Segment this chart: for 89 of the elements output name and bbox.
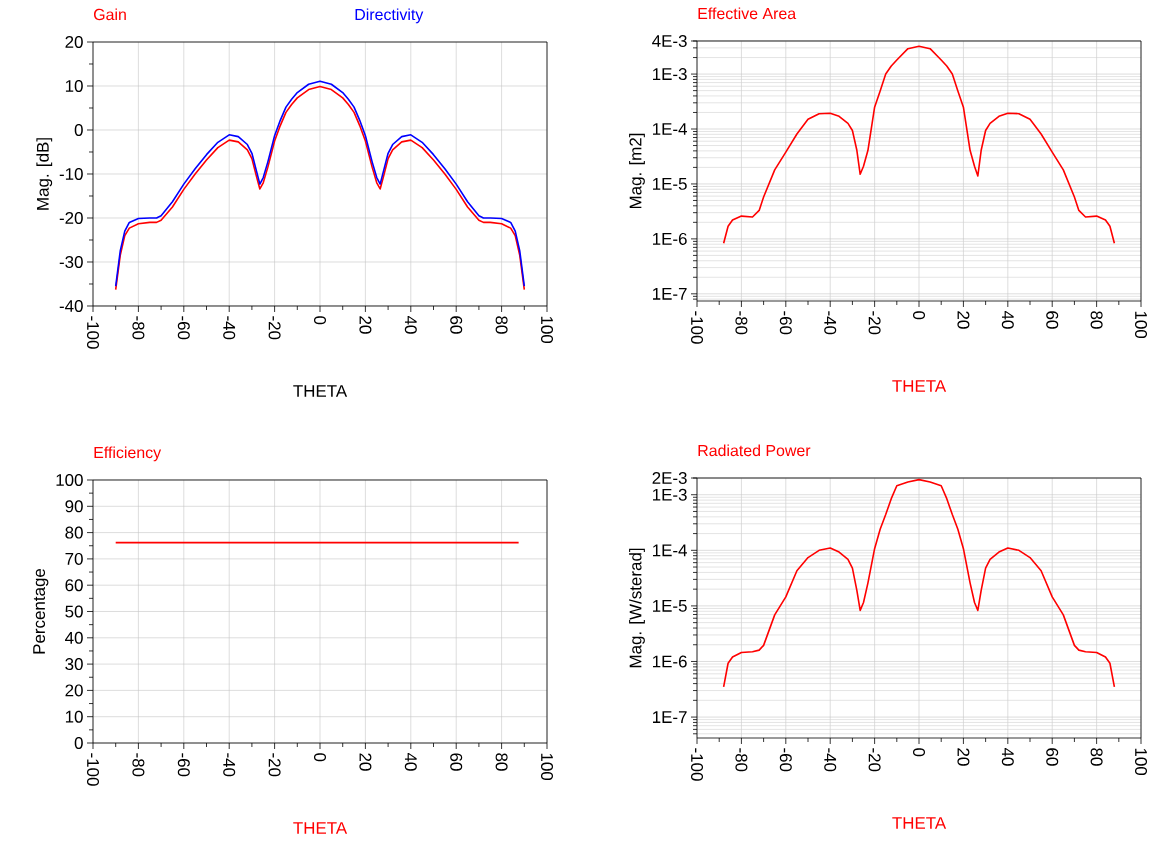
x-tick-label: 40 [1001, 747, 1014, 766]
y-tick-label: 1E-6 [653, 655, 687, 668]
y-axis-title: Percentage [33, 568, 49, 654]
x-tick-label: 0 [314, 316, 326, 325]
x-tick-label: 20 [359, 316, 372, 334]
text: Effective Area [698, 7, 797, 20]
y-tick-label: 1E-4 [653, 544, 687, 557]
y-tick-label: 1E-5 [653, 178, 687, 190]
x-axis-title: THETA [892, 380, 947, 392]
y-tick-label: 1E-7 [653, 711, 687, 723]
y-tick-label: 40 [65, 631, 83, 644]
y-tick-label: 20 [65, 36, 83, 48]
text: Radiated Power [698, 444, 811, 457]
x-tick-label: 60 [450, 316, 463, 334]
x-tick-label: 20 [359, 753, 372, 771]
x-tick-label: -20 [268, 316, 281, 340]
line-series [722, 478, 1116, 688]
x-tick-label: -40 [223, 316, 236, 340]
x-tick-label: 100 [541, 753, 553, 781]
x-tick-label: 0 [913, 748, 926, 757]
x-tick-label: -80 [735, 748, 748, 772]
x-tick-label: -80 [132, 753, 145, 777]
x-tick-label: -60 [779, 311, 792, 335]
x-tick-label: 100 [1135, 311, 1148, 339]
y-axis-title: Mag. [dB] [36, 138, 53, 210]
y-tick-label: -20 [59, 212, 83, 224]
y-tick-label: 1E-5 [653, 599, 687, 612]
x-tick-label: -20 [868, 748, 881, 772]
y-tick-label: -10 [59, 168, 83, 180]
x-tick-label: 60 [1046, 748, 1059, 766]
x-axis-title: THETA [293, 385, 348, 397]
x-tick-label: 20 [957, 748, 970, 766]
x-tick-label: 60 [1046, 311, 1059, 329]
text: Directivity [355, 8, 424, 24]
y-tick-label: 1E-4 [653, 123, 687, 135]
x-tick-label: -100 [87, 316, 99, 349]
x-tick-label: 40 [404, 315, 417, 334]
y-tick-label: -30 [59, 256, 83, 268]
x-tick-label: -40 [824, 311, 837, 335]
x-tick-label: -60 [177, 316, 190, 340]
x-tick-label: -40 [223, 753, 236, 777]
x-tick-label: 0 [913, 311, 926, 320]
x-tick-label: 20 [957, 311, 970, 329]
y-tick-label: 0 [74, 124, 83, 136]
x-tick-label: -80 [735, 311, 748, 335]
x-tick-label: 40 [404, 752, 417, 771]
y-tick-label: 80 [65, 526, 83, 539]
y-tick-label: 10 [65, 710, 83, 723]
y-tick-label: 1E-7 [653, 287, 687, 300]
x-tick-label: 80 [1090, 311, 1103, 329]
y-tick-label: 30 [65, 658, 83, 671]
x-tick-label: 40 [1001, 310, 1014, 329]
x-tick-label: -100 [691, 311, 704, 344]
y-tick-label: 50 [65, 605, 83, 618]
y-tick-label: 100 [56, 474, 83, 486]
text: Efficiency [94, 446, 162, 462]
x-axis-title: THETA [293, 822, 348, 834]
y-tick-label: 70 [65, 552, 83, 565]
x-tick-label: -20 [868, 311, 881, 335]
y-tick-label: 4E-3 [652, 35, 687, 47]
y-tick-label: 2E-3 [652, 472, 687, 484]
y-axis-title: Mag. [m2] [629, 133, 645, 209]
x-tick-label: -100 [691, 748, 704, 781]
y-tick-label: 1E-3 [653, 68, 687, 81]
y-tick-label: 20 [65, 684, 83, 697]
y-tick-label: -40 [59, 300, 83, 312]
x-tick-label: -60 [177, 753, 190, 777]
x-tick-label: -60 [779, 748, 792, 772]
x-tick-label: 100 [541, 316, 553, 344]
y-tick-label: 10 [65, 80, 83, 92]
x-axis-title: THETA [892, 817, 947, 829]
x-tick-label: 100 [1135, 748, 1148, 776]
x-tick-label: 80 [495, 316, 508, 334]
x-tick-label: 80 [1090, 748, 1103, 766]
line-series [722, 45, 1116, 245]
y-tick-label: 0 [74, 737, 83, 749]
x-tick-label: -100 [87, 753, 99, 786]
x-tick-label: 60 [450, 753, 463, 771]
y-tick-label: 90 [65, 500, 83, 513]
x-tick-label: 80 [495, 753, 508, 771]
x-tick-label: -20 [268, 753, 281, 777]
y-tick-label: 1E-3 [653, 488, 687, 501]
text: Gain [94, 8, 126, 21]
x-tick-label: -80 [132, 316, 145, 340]
x-tick-label: 0 [314, 753, 326, 762]
x-tick-label: -40 [824, 748, 837, 772]
y-axis-title: Mag. [W/sterad] [629, 548, 645, 668]
y-tick-label: 1E-6 [653, 232, 687, 245]
y-tick-label: 60 [65, 579, 83, 592]
